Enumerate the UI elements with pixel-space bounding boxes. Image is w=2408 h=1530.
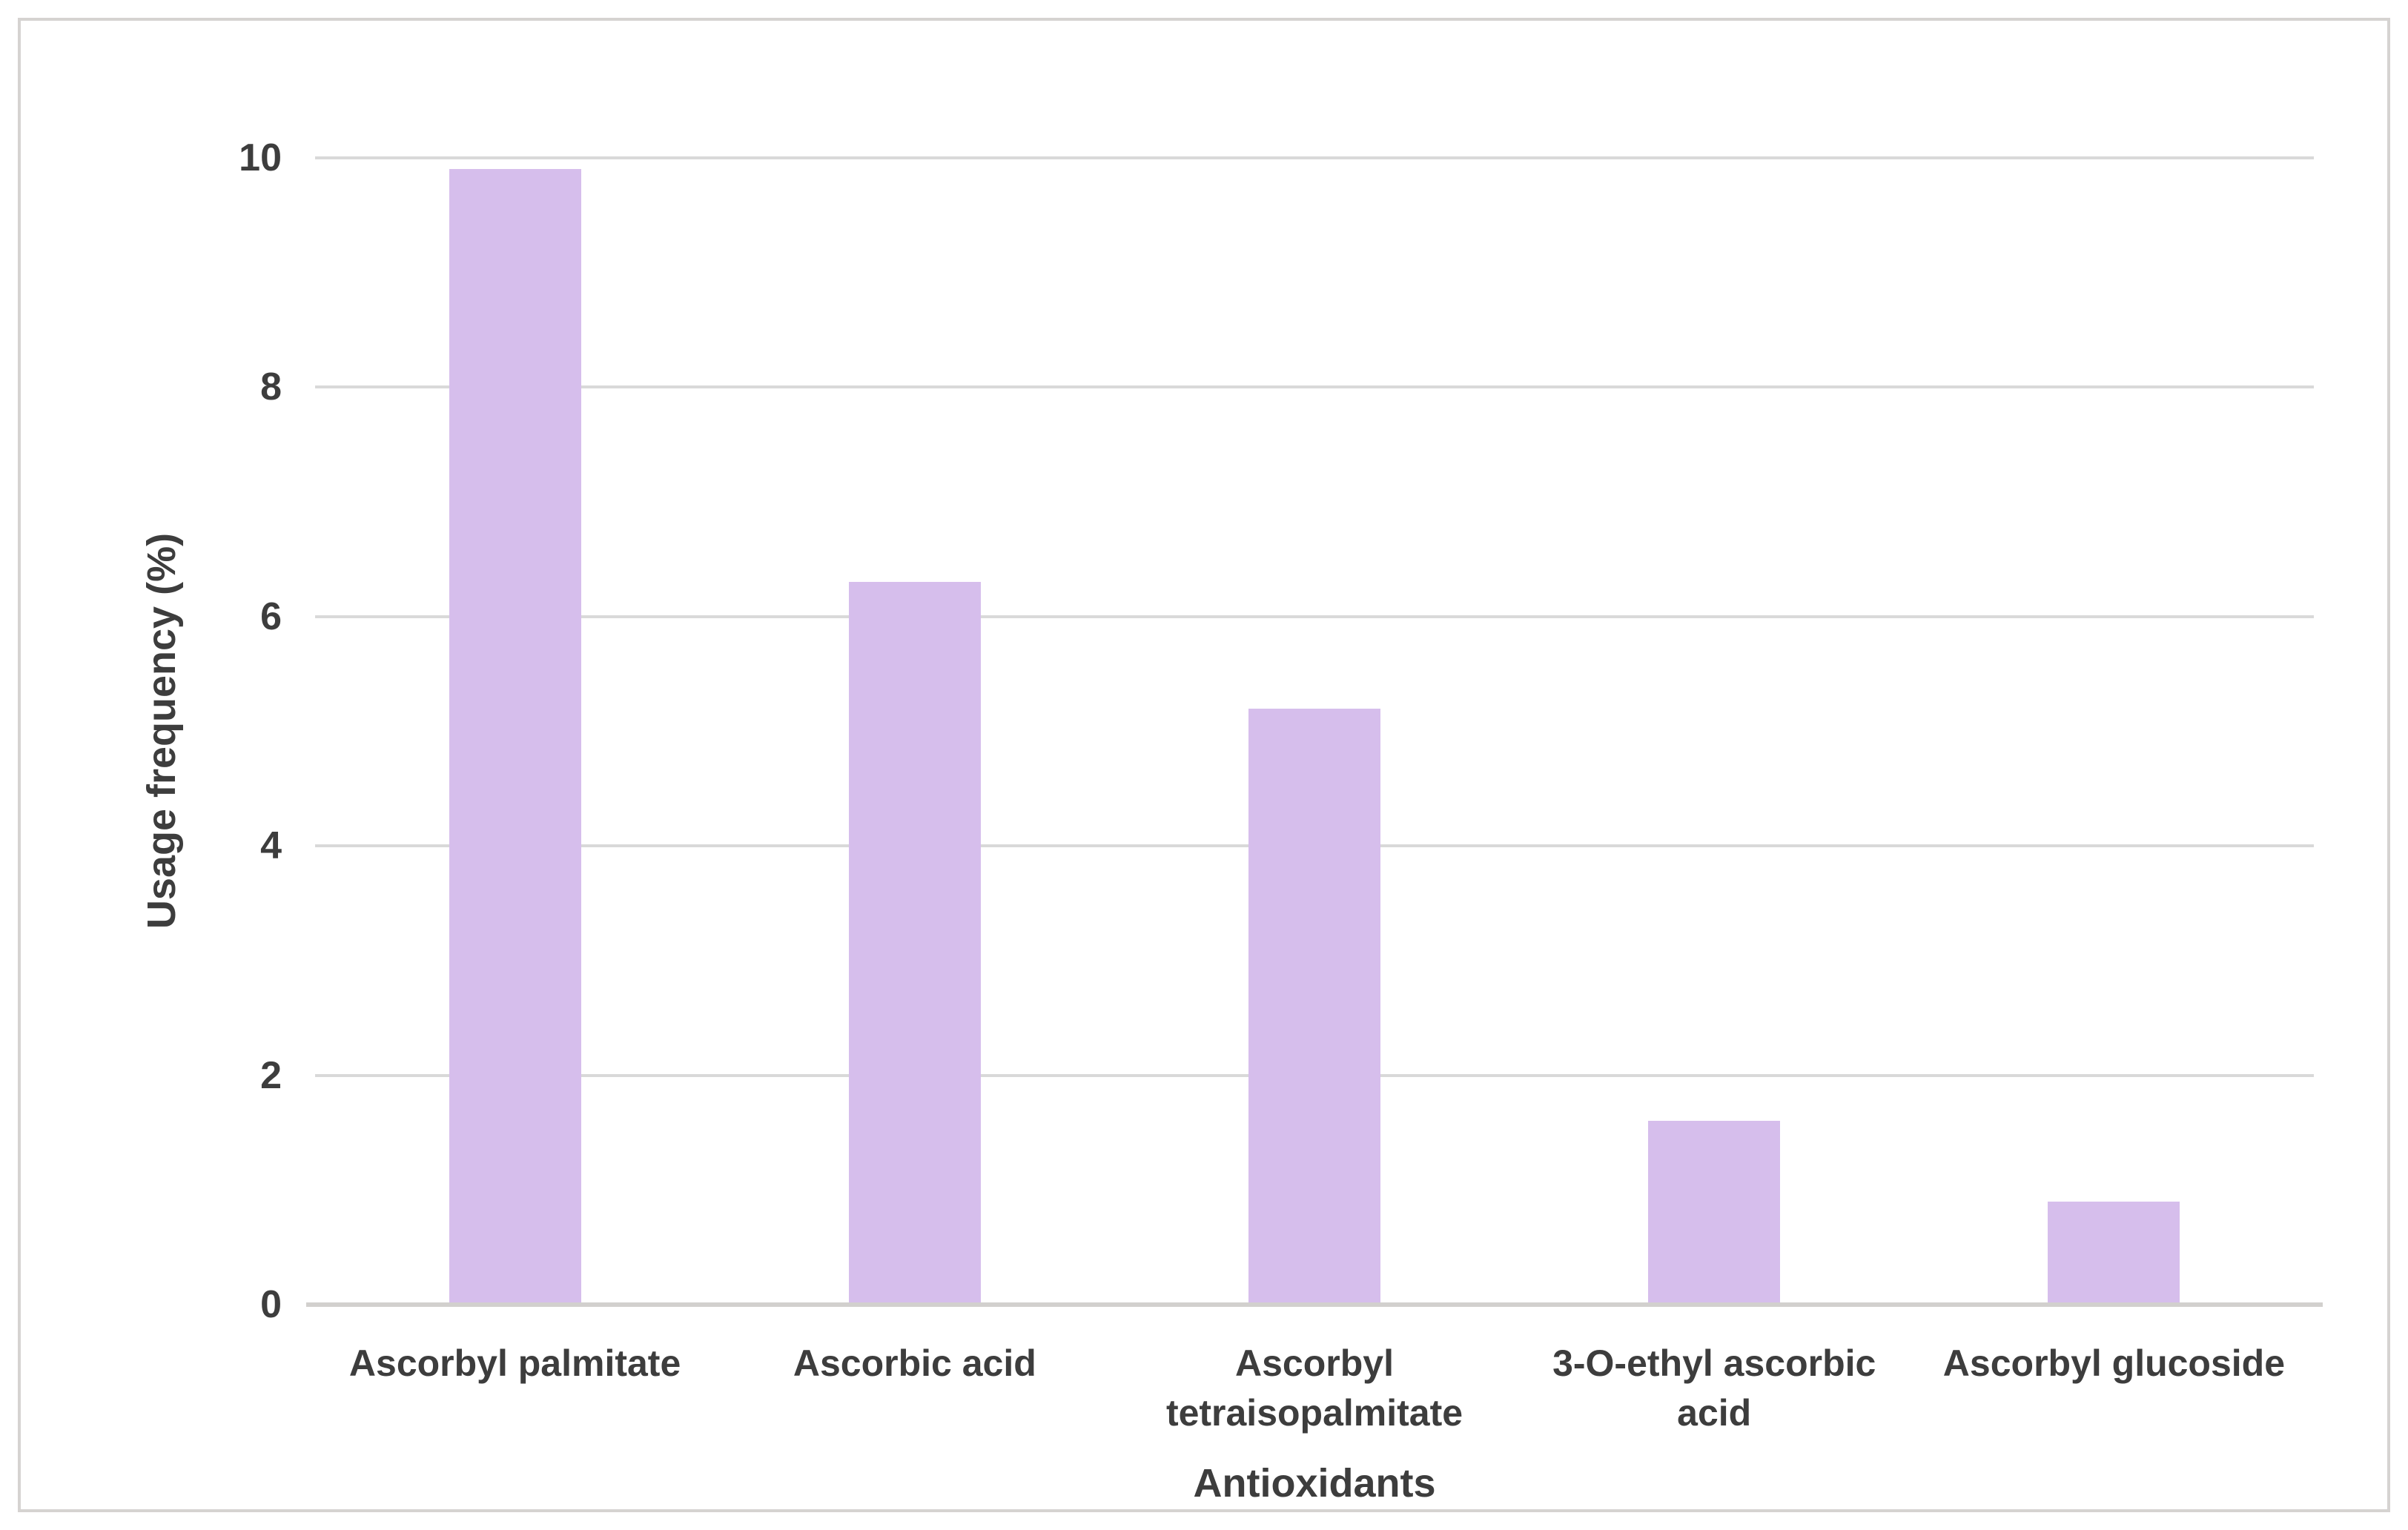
- bars-layer: [315, 158, 2314, 1305]
- bar-4: [1648, 1121, 1781, 1305]
- chart-frame: Usage frequency (%) 0 2 4 6 8 10 Ascorbyl pal…: [18, 18, 2390, 1512]
- y-tick-label-4: 4: [260, 824, 282, 868]
- gridline-y-10: [315, 156, 2314, 159]
- plot-area: [306, 156, 2323, 1307]
- gridline-y-6: [315, 615, 2314, 618]
- x-category-label-2: Ascorbic acid: [793, 1342, 1036, 1384]
- y-axis-ticks: 0 2 4 6 8 10: [21, 136, 282, 1326]
- x-axis-labels: Ascorbyl palmitate Ascorbic acid Ascorbyl …: [315, 1339, 2314, 1438]
- x-axis-title: Antioxidants: [1193, 1461, 1436, 1506]
- x-category-label-5: Ascorbyl glucoside: [1942, 1342, 2286, 1384]
- bar-slot: [1914, 158, 2314, 1305]
- x-category-label-1: Ascorbyl palmitate: [348, 1342, 681, 1384]
- y-tick-label-0: 0: [260, 1283, 282, 1326]
- y-tick-label-2: 2: [260, 1053, 282, 1097]
- gridline-y-8: [315, 385, 2314, 389]
- bar-slot: [715, 158, 1114, 1305]
- bar-5: [2048, 1201, 2180, 1305]
- bar-2: [848, 582, 981, 1305]
- y-tick-label-10: 10: [239, 136, 282, 179]
- x-category-label-4: 3-O-ethyl ascorbic acid: [1552, 1342, 1876, 1434]
- bar-slot: [1114, 158, 1514, 1305]
- bar-slot: [1515, 158, 1914, 1305]
- y-tick-label-6: 6: [260, 595, 282, 638]
- y-tick-label-8: 8: [260, 365, 282, 409]
- bar-1: [449, 169, 581, 1305]
- x-category-label-3: Ascorbyl tetraisopalmitate: [1165, 1342, 1463, 1434]
- bar-slot: [315, 158, 715, 1305]
- x-axis-line: [306, 1302, 2323, 1307]
- bar-3: [1248, 708, 1380, 1305]
